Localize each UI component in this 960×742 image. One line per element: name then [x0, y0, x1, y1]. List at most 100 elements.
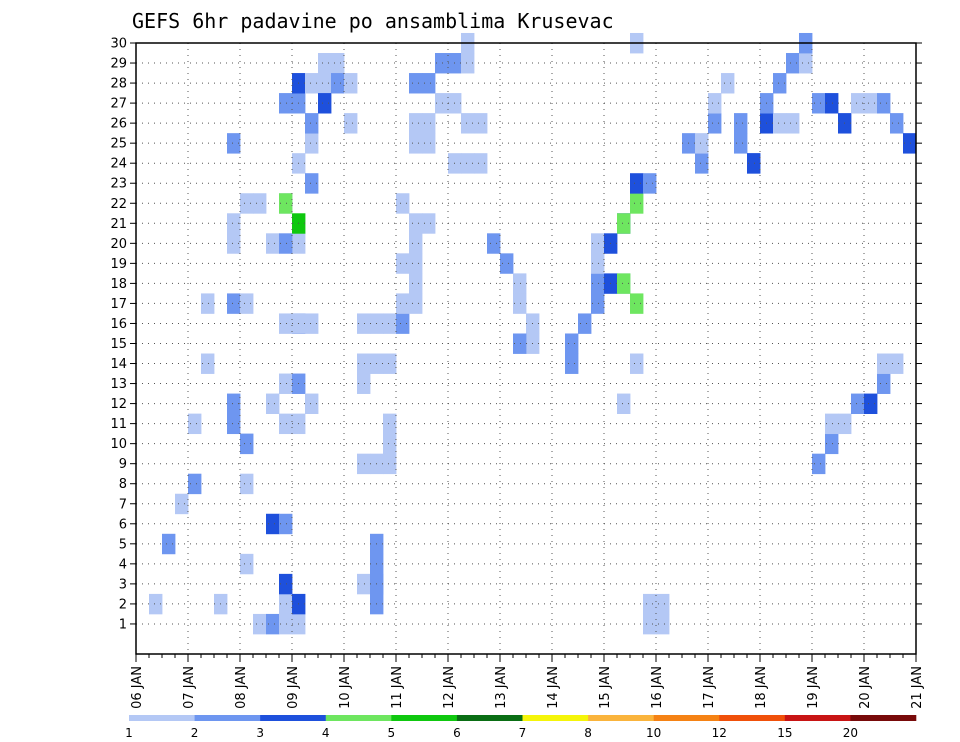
- heatmap-cell: [617, 393, 631, 414]
- y-tick-label: 30: [110, 37, 127, 52]
- heatmap-cell: [890, 113, 904, 134]
- heatmap-cell: [240, 293, 254, 314]
- heatmap-cell: [227, 293, 241, 314]
- heatmap-cell: [734, 113, 748, 134]
- heatmap-cell: [617, 213, 631, 234]
- heatmap-cell: [240, 193, 254, 214]
- x-tick-label: 08 JAN: [234, 666, 249, 709]
- grid-lines: [136, 42, 916, 654]
- heatmap-cell: [279, 513, 293, 535]
- heatmap-cell: [422, 133, 436, 154]
- heatmap-cell: [409, 233, 423, 254]
- heatmap-cell: [877, 373, 891, 394]
- heatmap-cell: [279, 233, 293, 254]
- heatmap-cell: [812, 93, 826, 114]
- heatmap-cell: [435, 93, 449, 114]
- heatmap-cell: [591, 253, 605, 274]
- y-tick-label: 25: [110, 137, 127, 152]
- heatmap-cell: [396, 293, 410, 314]
- heatmap-cell: [279, 313, 293, 334]
- x-tick-label: 20 JAN: [858, 666, 873, 709]
- x-tick-label: 09 JAN: [286, 666, 301, 709]
- colorbar-label: 15: [777, 726, 792, 740]
- heatmap-cell: [253, 193, 267, 214]
- heatmap-cell: [266, 233, 280, 254]
- y-tick-label: 24: [110, 157, 127, 172]
- heatmap-cell: [773, 73, 787, 94]
- y-tick-label: 8: [119, 477, 127, 492]
- heatmap-cell: [357, 313, 371, 334]
- x-tick-label: 07 JAN: [182, 666, 197, 709]
- heatmap-cell: [357, 453, 371, 475]
- x-tick-label: 15 JAN: [598, 666, 613, 709]
- heatmap-cell: [565, 353, 579, 374]
- heatmap-cell: [279, 613, 293, 635]
- heatmap-cell: [747, 153, 761, 174]
- heatmap-cells: [149, 32, 917, 635]
- heatmap-cell: [513, 293, 527, 314]
- x-tick-label: 16 JAN: [650, 666, 665, 709]
- y-tick-label: 3: [119, 577, 127, 592]
- y-axis-ticks: 1234567891011121314151617181920212223242…: [110, 37, 922, 632]
- heatmap-cell: [786, 113, 800, 134]
- y-tick-label: 15: [110, 337, 127, 352]
- heatmap-cell: [266, 393, 280, 414]
- heatmap-cell: [695, 133, 709, 154]
- heatmap-cell: [201, 353, 215, 374]
- heatmap-cell: [305, 313, 319, 334]
- heatmap-cell: [578, 313, 592, 334]
- y-tick-label: 4: [119, 557, 127, 572]
- heatmap-cell: [383, 433, 397, 455]
- heatmap-cell: [786, 53, 800, 74]
- heatmap-cell: [279, 593, 293, 615]
- chart-title: GEFS 6hr padavine po ansamblima Krusevac: [132, 9, 614, 33]
- colorbar-label: 7: [519, 726, 527, 740]
- heatmap-cell: [227, 133, 241, 154]
- colorbar-swatch: [456, 715, 523, 721]
- heatmap-cell: [279, 573, 293, 595]
- heatmap-cell: [344, 73, 358, 94]
- heatmap-cell: [396, 253, 410, 274]
- colorbar-swatch: [784, 715, 851, 721]
- colorbar-label: 8: [584, 726, 592, 740]
- colorbar-label: 4: [322, 726, 330, 740]
- heatmap-cell: [149, 593, 163, 615]
- x-tick-label: 11 JAN: [390, 666, 405, 709]
- colorbar-swatch: [391, 715, 458, 721]
- y-tick-label: 18: [110, 277, 127, 292]
- y-tick-label: 26: [110, 117, 127, 132]
- heatmap-cell: [305, 173, 319, 194]
- heatmap-cell: [383, 353, 397, 374]
- heatmap-cell: [708, 113, 722, 134]
- x-tick-label: 18 JAN: [754, 666, 769, 709]
- heatmap-cell: [305, 113, 319, 134]
- heatmap-cell: [396, 193, 410, 214]
- heatmap-cell: [331, 53, 345, 74]
- heatmap-cell: [279, 193, 293, 214]
- colorbar-swatch: [588, 715, 654, 721]
- heatmap-cell: [630, 173, 644, 194]
- colorbar-label: 10: [646, 726, 661, 740]
- y-tick-label: 7: [119, 497, 127, 512]
- heatmap-cell: [396, 313, 410, 334]
- heatmap-cell: [175, 493, 189, 515]
- heatmap-cell: [240, 553, 254, 575]
- heatmap-cell: [734, 133, 748, 154]
- colorbar-swatch: [850, 715, 917, 721]
- y-tick-label: 13: [110, 377, 127, 392]
- heatmap-cell: [240, 433, 254, 455]
- x-axis-ticks: 06 JAN 07 JAN 08 JAN 09 JAN 10 JAN 11 JAN 12 J…: [130, 654, 925, 709]
- y-tick-label: 11: [110, 417, 127, 432]
- heatmap-cell: [188, 473, 202, 495]
- heatmap-cell: [656, 593, 670, 615]
- heatmap-cell: [227, 393, 241, 414]
- colorbar-swatch: [522, 715, 589, 721]
- heatmap-cell: [591, 273, 605, 294]
- heatmap-cell: [409, 273, 423, 294]
- heatmap-cell: [227, 213, 241, 234]
- heatmap-cell: [422, 213, 436, 234]
- colorbar-swatch: [653, 715, 720, 721]
- colorbar-swatch: [194, 715, 261, 721]
- heatmap-cell: [851, 93, 865, 114]
- colorbar-label: 12: [712, 726, 727, 740]
